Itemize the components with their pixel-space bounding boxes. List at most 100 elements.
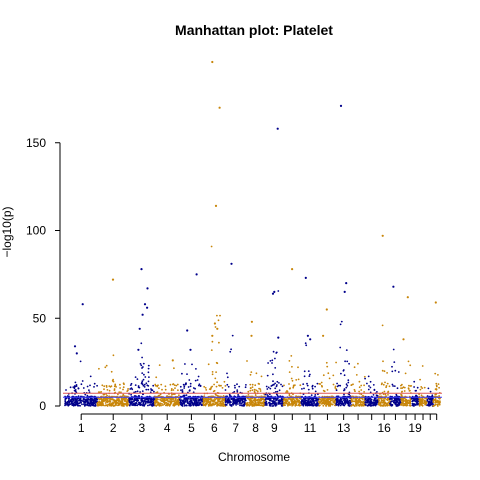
data-point bbox=[214, 326, 217, 328]
data-point bbox=[104, 404, 106, 407]
data-point bbox=[109, 399, 111, 402]
hit-point bbox=[211, 334, 214, 337]
data-point bbox=[411, 402, 414, 405]
data-point bbox=[234, 402, 237, 404]
data-point bbox=[207, 399, 210, 402]
data-point bbox=[298, 403, 300, 406]
data-point bbox=[311, 398, 313, 401]
hit-point bbox=[146, 287, 149, 290]
data-point bbox=[217, 399, 220, 402]
data-point bbox=[178, 394, 180, 397]
data-point bbox=[188, 379, 191, 381]
data-point bbox=[381, 324, 384, 327]
data-point bbox=[69, 386, 72, 389]
data-point bbox=[67, 403, 70, 406]
data-point bbox=[145, 400, 148, 403]
y-tick-label: 150 bbox=[26, 136, 46, 150]
data-point bbox=[193, 401, 196, 404]
data-point bbox=[408, 384, 410, 387]
data-point bbox=[339, 384, 342, 387]
data-point bbox=[274, 401, 276, 404]
data-point bbox=[154, 404, 157, 406]
data-point bbox=[310, 401, 312, 404]
data-point bbox=[69, 403, 72, 405]
data-point bbox=[88, 391, 91, 393]
data-point bbox=[314, 390, 317, 393]
data-point bbox=[170, 388, 173, 390]
data-point bbox=[122, 388, 124, 391]
data-point bbox=[404, 404, 407, 406]
data-point bbox=[177, 389, 179, 392]
data-point bbox=[308, 375, 311, 377]
data-point bbox=[115, 401, 118, 404]
data-point bbox=[340, 372, 342, 375]
axes: 0 50 100 150 1 2 3 4 5 6 7 8 9 11 13 16 19 bbox=[26, 136, 438, 435]
data-point bbox=[260, 375, 263, 378]
data-point bbox=[175, 384, 178, 387]
data-point bbox=[423, 399, 426, 402]
data-point bbox=[350, 400, 353, 403]
data-point bbox=[295, 402, 298, 404]
data-point bbox=[364, 377, 366, 380]
data-point bbox=[104, 366, 107, 369]
data-point bbox=[134, 402, 137, 405]
data-point bbox=[165, 399, 168, 402]
data-point bbox=[142, 384, 145, 387]
data-point bbox=[177, 400, 180, 402]
data-point bbox=[322, 374, 325, 377]
hit-point bbox=[271, 292, 275, 295]
hit-point bbox=[277, 336, 280, 339]
data-point bbox=[254, 399, 257, 402]
data-point bbox=[328, 404, 330, 406]
data-point bbox=[400, 404, 403, 406]
data-point bbox=[366, 382, 368, 385]
data-point bbox=[421, 365, 424, 367]
data-point bbox=[335, 389, 338, 392]
data-point bbox=[420, 386, 423, 388]
data-point bbox=[302, 402, 305, 404]
data-point bbox=[325, 400, 328, 402]
data-point bbox=[297, 366, 299, 369]
data-point bbox=[292, 398, 295, 401]
data-point bbox=[170, 398, 173, 400]
data-point bbox=[188, 390, 191, 392]
data-point bbox=[147, 401, 149, 404]
data-point bbox=[65, 403, 68, 406]
data-point bbox=[367, 404, 370, 407]
data-point bbox=[64, 397, 67, 400]
data-point bbox=[104, 399, 107, 402]
data-point bbox=[320, 384, 323, 387]
data-point bbox=[259, 388, 262, 390]
data-point bbox=[216, 397, 219, 400]
data-point bbox=[196, 397, 198, 400]
data-point bbox=[282, 399, 285, 402]
data-point bbox=[83, 403, 85, 406]
data-point bbox=[141, 397, 144, 400]
data-point bbox=[265, 400, 268, 403]
data-point bbox=[126, 404, 129, 407]
chromosome-8-points bbox=[245, 360, 266, 407]
data-point bbox=[109, 403, 111, 406]
data-point bbox=[403, 390, 406, 392]
data-point bbox=[209, 400, 212, 403]
data-point bbox=[284, 400, 287, 403]
data-point bbox=[119, 387, 121, 389]
data-point bbox=[78, 402, 81, 405]
data-point bbox=[91, 403, 94, 406]
data-point bbox=[357, 362, 359, 365]
hit-point bbox=[322, 334, 325, 337]
data-point bbox=[288, 371, 291, 373]
data-point bbox=[159, 398, 162, 401]
data-point bbox=[209, 403, 212, 406]
data-point bbox=[373, 399, 375, 402]
data-point bbox=[276, 380, 279, 383]
chromosome-11-points bbox=[300, 375, 320, 407]
data-point bbox=[359, 401, 362, 404]
data-point bbox=[148, 376, 150, 378]
data-point bbox=[184, 382, 187, 385]
data-point bbox=[415, 403, 418, 405]
data-point bbox=[84, 400, 87, 403]
data-point bbox=[251, 386, 254, 388]
data-point bbox=[227, 385, 230, 388]
data-point bbox=[287, 403, 289, 406]
